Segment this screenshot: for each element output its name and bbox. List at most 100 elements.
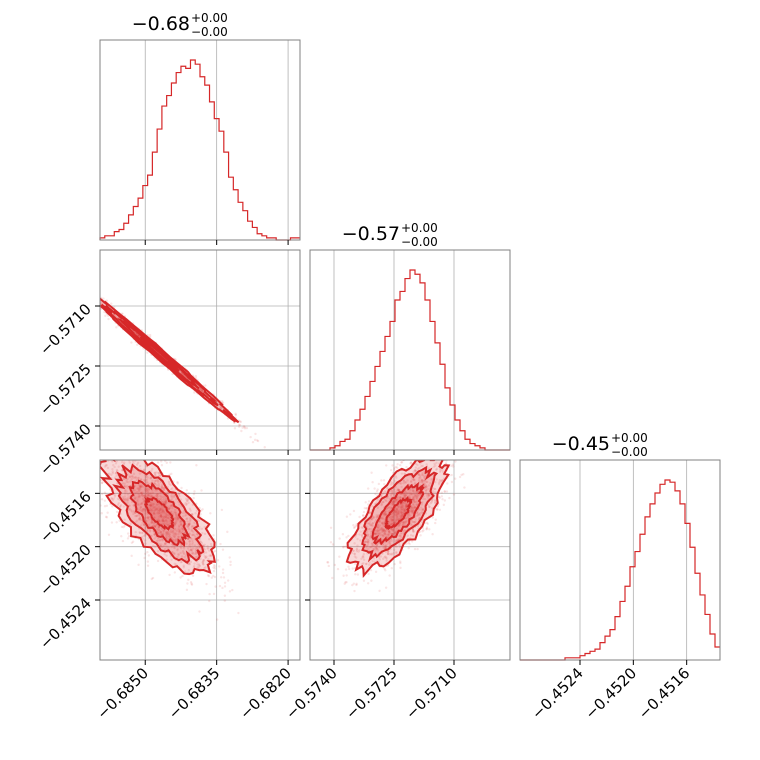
sample-point [186,537,190,541]
sample-point [347,565,350,568]
sample-point [375,547,379,550]
sample-point [128,461,131,464]
sample-point [424,488,428,492]
sample-point [188,507,192,510]
sample-point [168,573,171,577]
sample-point [418,466,421,469]
sample-point [417,479,421,482]
sample-point [100,478,103,482]
sample-point [385,559,388,562]
sample-point [117,502,121,505]
sample-point [139,487,142,491]
sample-point [368,528,371,531]
sample-point [214,549,217,553]
sample-point [161,483,164,486]
sample-point [163,542,167,545]
sample-point [156,559,160,563]
sample-point [142,500,145,503]
sample-point [148,515,152,519]
sample-point [440,479,444,482]
sample-point [178,530,181,534]
sample-point [177,532,180,536]
sample-point [416,494,420,497]
sample-point [173,535,176,539]
sample-point [161,509,165,513]
sample-point [366,535,370,538]
sample-point [198,546,201,549]
sample-point [366,582,370,585]
sample-point [146,456,148,458]
sample-point [145,457,147,459]
sample-point [434,480,437,484]
sample-point [123,433,125,435]
sample-point [370,579,373,582]
sample-point [410,522,413,526]
sample-point [384,513,387,516]
sample-point [238,420,242,423]
sample-point [240,429,243,433]
sample-point [134,491,137,495]
sample-point [375,545,379,548]
sample-point [395,539,398,542]
sample-point [131,540,135,543]
sample-point [187,527,191,531]
sample-point [406,514,409,517]
sample-point [151,479,154,482]
sample-point [382,479,386,482]
y-tick-label: −0.5710 [36,300,95,359]
sample-point [185,502,188,506]
sample-point [194,556,198,559]
sample-point [435,508,439,511]
sample-point [238,423,242,427]
title-plus-error: +0.00 [191,11,228,25]
sample-point [146,481,149,484]
sample-point [365,507,368,510]
sample-point [146,516,150,520]
sample-point [415,500,418,503]
sample-point [400,461,403,464]
sample-point [425,493,429,497]
sample-point [137,495,140,499]
sample-point [413,478,416,482]
sample-point [126,484,129,488]
sample-point [150,504,153,508]
sample-point [427,493,430,496]
contour-level [143,496,175,531]
sample-point [164,542,167,546]
sample-point [331,576,334,580]
sample-point [161,539,164,542]
sample-point [373,532,376,535]
sample-point [151,456,153,458]
sample-point [177,517,180,520]
sample-point [136,461,140,465]
sample-point [380,503,383,507]
sample-point [401,504,405,508]
sample-point [150,577,154,581]
sample-point [366,522,370,525]
sample-point [149,503,152,507]
sample-point [168,473,171,476]
sample-point [201,561,205,564]
sample-point [425,480,428,484]
sample-point [173,495,176,498]
sample-point [176,518,180,521]
sample-point [162,510,166,513]
sample-point [93,456,95,458]
y-tick-label: −0.5740 [36,420,95,479]
sample-point [237,611,240,615]
sample-point [166,513,169,517]
sample-point [160,515,163,518]
sample-point [185,523,188,526]
sample-point [159,515,163,519]
sample-point [142,523,146,526]
sample-point [393,500,397,504]
sample-point [98,457,100,459]
sample-point [383,490,386,493]
sample-point [162,529,166,532]
sample-point [413,547,417,551]
sample-point [371,518,374,521]
sample-point [162,532,165,535]
sample-point [233,427,237,430]
y-tick-label: −0.4524 [36,594,95,653]
sample-point [367,503,370,506]
